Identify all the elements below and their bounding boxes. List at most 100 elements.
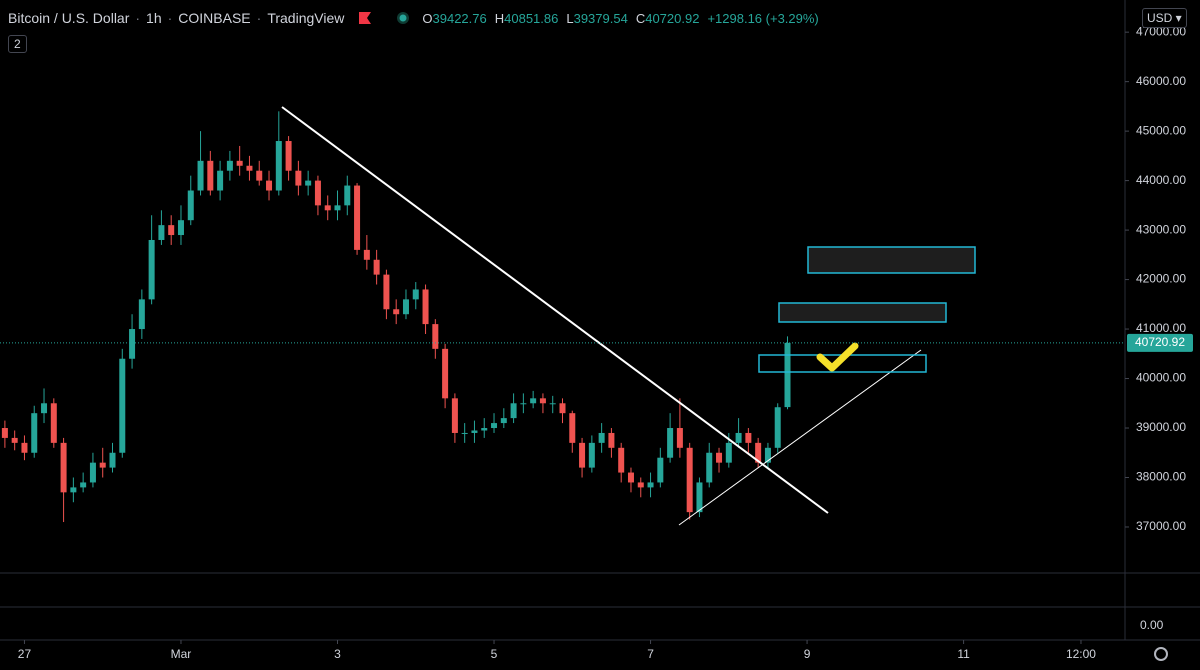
candle-body (422, 289, 429, 325)
last-price-label: 40720.92 (1135, 335, 1185, 349)
candle-body (197, 160, 204, 191)
candle-body (314, 180, 321, 206)
trendline (281, 106, 829, 514)
candle-body (305, 180, 312, 186)
candle-body (451, 398, 458, 433)
candle-body (236, 160, 243, 166)
candle-body (354, 185, 361, 250)
candle-body (686, 447, 693, 513)
y-tick-label: 38000.00 (1136, 470, 1186, 484)
candle-body (442, 348, 449, 399)
x-tick-label: 9 (804, 647, 811, 661)
candle-body (745, 432, 752, 443)
candle-body (696, 482, 703, 513)
candle-body (432, 324, 439, 349)
x-tick-label: 3 (334, 647, 341, 661)
zone-box (778, 302, 947, 323)
candle-body (657, 457, 664, 483)
candle-body (500, 418, 507, 424)
candle-body (569, 413, 576, 443)
candle-body (246, 165, 253, 171)
indicator-toggle[interactable]: 2 (8, 35, 27, 53)
candle-body (60, 442, 67, 493)
candle-body (256, 170, 263, 181)
candle-body (266, 180, 273, 191)
candle-body (579, 442, 586, 468)
interval: 1h (146, 10, 162, 26)
ohlc-low: L39379.54 (566, 10, 628, 26)
candle-body (168, 225, 175, 236)
separator: · (167, 10, 173, 26)
y-tick-label: 41000.00 (1136, 321, 1186, 335)
x-tick-label: 7 (647, 647, 654, 661)
candle-body (109, 452, 116, 468)
change: +1298.16 (+3.29%) (707, 10, 819, 26)
candle-body (99, 462, 106, 468)
ohlc-close: C40720.92 (635, 10, 700, 26)
zone-box (807, 246, 976, 274)
candle-body (50, 403, 57, 443)
candle-body (774, 407, 781, 448)
candle-body (588, 442, 595, 468)
candle-body (608, 432, 615, 448)
candle-body (647, 482, 654, 488)
candle-body (637, 482, 644, 488)
candle-body (735, 432, 742, 443)
candle-body (21, 442, 28, 453)
separator: · (256, 10, 262, 26)
candle-body (373, 259, 380, 275)
candle-body (725, 442, 732, 463)
candle-body (764, 447, 771, 463)
indicator-count: 2 (14, 37, 21, 51)
y-tick-label: 40000.00 (1136, 371, 1186, 385)
candle-body (383, 274, 390, 310)
x-tick-label: 11 (957, 647, 970, 661)
candle-body (402, 299, 409, 315)
settings-icon[interactable] (1154, 647, 1168, 661)
candle-body (129, 329, 136, 359)
candle-body (471, 430, 478, 433)
candle-body (11, 437, 18, 443)
candle-body (461, 432, 468, 434)
source: TradingView (267, 10, 345, 26)
candle-body (510, 403, 517, 419)
candle-body (158, 225, 165, 240)
candle-body (539, 398, 546, 404)
ohlc-high: H40851.86 (494, 10, 559, 26)
symbol: Bitcoin / U.S. Dollar (8, 10, 130, 26)
candle-body (138, 299, 145, 330)
candle-body (491, 423, 498, 429)
y-tick-label: 42000.00 (1136, 272, 1186, 286)
y-tick-label: 45000.00 (1136, 123, 1186, 137)
candle-body (667, 428, 674, 458)
candle-body (1, 428, 8, 438)
candle-body (706, 452, 713, 483)
exchange: COINBASE (178, 10, 251, 26)
ohlc-values: O39422.76 H40851.86 L39379.54 C40720.92 … (422, 11, 818, 26)
candle-body (177, 220, 184, 236)
y-tick-label: 43000.00 (1136, 222, 1186, 236)
candle-body (481, 428, 488, 431)
y-tick-label: 44000.00 (1136, 173, 1186, 187)
candle-body (80, 482, 87, 488)
candle-body (344, 185, 351, 206)
legend: Bitcoin / U.S. Dollar · 1h · COINBASE · Tra… (8, 10, 819, 26)
currency: USD (1147, 11, 1173, 25)
candle-body (598, 432, 605, 443)
candle-body (324, 205, 331, 211)
flag-icon[interactable] (358, 11, 372, 25)
candle-body (285, 141, 292, 171)
candle-body (618, 447, 625, 473)
candle-body (412, 289, 419, 300)
status-icon (397, 12, 410, 24)
candle-body (187, 190, 194, 221)
y-tick-label: 46000.00 (1136, 74, 1186, 88)
candle-body (41, 403, 48, 414)
candle-body (275, 141, 282, 191)
trendline (678, 349, 922, 526)
candle-body (295, 170, 302, 186)
lower-pane-label: 0.00 (1140, 618, 1164, 632)
currency-select[interactable]: USD ▾ (1142, 8, 1187, 28)
